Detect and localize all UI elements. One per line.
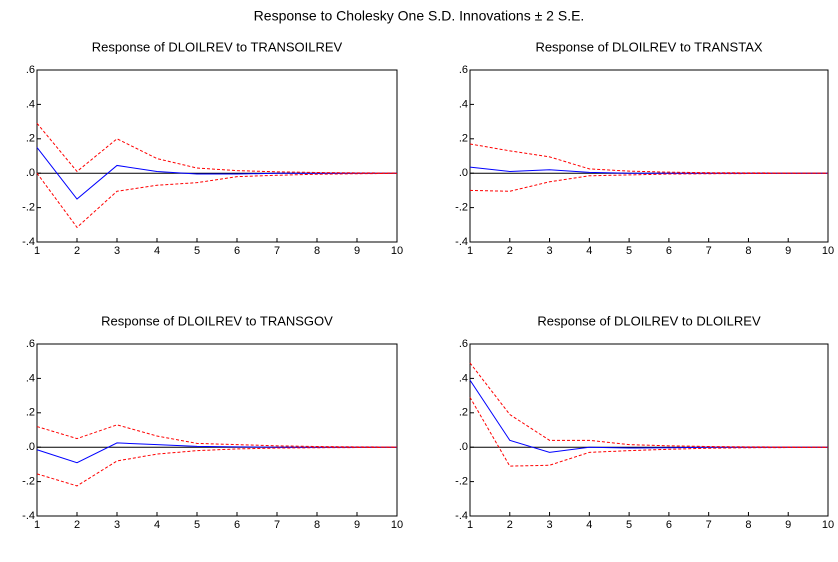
x-tick-label: 2 [507,245,513,257]
y-tick-label: .6 [26,64,35,76]
plot-frame [469,343,829,517]
chart-title: Response of DLOILREV to DLOILREV [537,313,761,328]
x-tick-label: 4 [586,245,592,257]
x-tick-label: 9 [354,245,360,257]
y-tick-label: .6 [26,338,35,350]
y-tick-label: -.4 [455,236,468,248]
y-tick-label: .2 [26,133,35,145]
y-tick-label: .2 [459,133,468,145]
x-tick-label: 8 [314,245,320,257]
x-tick-label: 10 [822,245,834,257]
y-tick-label: .0 [26,441,35,453]
y-tick-label: -.2 [455,476,468,488]
x-tick-label: 1 [467,519,473,531]
y-tick-label: .2 [459,407,468,419]
x-tick-label: 7 [706,519,712,531]
x-tick-label: 6 [234,519,240,531]
series-line [36,123,398,174]
y-tick-label: -.2 [22,202,35,214]
x-tick-label: 5 [194,245,200,257]
x-tick-label: 7 [274,519,280,531]
x-tick-label: 10 [391,245,403,257]
x-tick-label: 2 [74,519,80,531]
x-tick-label: 8 [314,519,320,531]
y-tick-label: .0 [26,167,35,179]
y-tick-label: -.4 [455,510,468,522]
x-tick-label: 9 [354,519,360,531]
series-line [36,446,398,487]
series-line [469,166,828,174]
x-tick-label: 1 [34,519,40,531]
y-tick-label: .4 [459,372,468,384]
x-tick-label: 3 [546,519,552,531]
series-line [469,172,829,192]
series-line [36,147,397,200]
x-tick-label: 8 [745,519,751,531]
x-tick-label: 8 [745,245,751,257]
figure-title: Response to Cholesky One S.D. Innovation… [254,8,585,24]
y-tick-label: -.4 [22,510,35,522]
x-tick-label: 9 [785,519,791,531]
y-tick-label: .6 [459,64,468,76]
x-tick-label: 4 [154,519,160,531]
x-tick-label: 2 [74,245,80,257]
chart-title: Response of DLOILREV to TRANSGOV [101,313,333,328]
x-tick-label: 10 [391,519,403,531]
y-tick-label: .6 [459,338,468,350]
plot-frame [469,69,829,243]
chart-title: Response of DLOILREV to TRANSTAX [535,39,762,54]
y-tick-label: -.2 [455,202,468,214]
x-tick-label: 6 [666,519,672,531]
x-tick-label: 3 [114,519,120,531]
series-line [36,172,398,229]
x-tick-label: 4 [154,245,160,257]
x-tick-label: 1 [34,245,40,257]
y-tick-label: .4 [26,372,35,384]
series-line [469,397,829,467]
series-line [36,442,397,464]
series-line [36,424,398,448]
series-line [469,143,829,174]
x-tick-label: 4 [586,519,592,531]
y-tick-label: -.4 [22,236,35,248]
chart-title: Response of DLOILREV to TRANSOILREV [92,39,343,54]
x-tick-label: 7 [706,245,712,257]
x-tick-label: 6 [666,245,672,257]
x-tick-label: 3 [546,245,552,257]
y-tick-label: .0 [459,441,468,453]
y-tick-label: .4 [459,98,468,110]
y-tick-label: .4 [26,98,35,110]
plot-frame [36,69,398,243]
x-tick-label: 6 [234,245,240,257]
x-tick-label: 3 [114,245,120,257]
x-tick-label: 5 [626,245,632,257]
y-tick-label: .0 [459,167,468,179]
y-tick-label: -.2 [22,476,35,488]
x-tick-label: 9 [785,245,791,257]
x-tick-label: 5 [626,519,632,531]
y-tick-label: .2 [26,407,35,419]
x-tick-label: 1 [467,245,473,257]
x-tick-label: 2 [507,519,513,531]
x-tick-label: 7 [274,245,280,257]
series-line [469,362,829,448]
x-tick-label: 5 [194,519,200,531]
series-line [469,379,828,453]
plot-frame [36,343,398,517]
x-tick-label: 10 [822,519,834,531]
